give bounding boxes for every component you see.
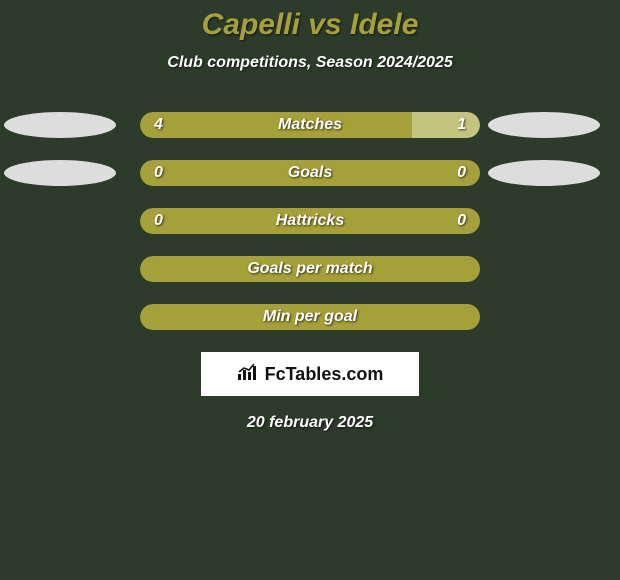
stat-bar: Hattricks0 0 bbox=[140, 208, 480, 234]
player-left-ellipse bbox=[4, 112, 116, 138]
stat-value-right: 0 bbox=[457, 160, 466, 186]
stat-row: Goals0 0 bbox=[0, 160, 620, 186]
player-right-ellipse bbox=[488, 160, 600, 186]
stat-label: Goals bbox=[140, 160, 480, 186]
stat-value-right: 1 bbox=[457, 112, 466, 138]
stat-value-left: 4 bbox=[154, 112, 163, 138]
logo-text: FcTables.com bbox=[265, 364, 384, 385]
stat-label: Matches bbox=[140, 112, 480, 138]
page-title: Capelli vs Idele bbox=[0, 8, 620, 42]
stat-value-left: 0 bbox=[154, 208, 163, 234]
subtitle: Club competitions, Season 2024/2025 bbox=[0, 54, 620, 72]
stat-bar: Goals0 0 bbox=[140, 160, 480, 186]
stat-bar: Matches4 1 bbox=[140, 112, 480, 138]
stat-row: Min per goal bbox=[0, 304, 620, 330]
chart-icon bbox=[237, 363, 259, 386]
stat-value-left: 0 bbox=[154, 160, 163, 186]
stat-value-right: 0 bbox=[457, 208, 466, 234]
stat-label: Goals per match bbox=[140, 256, 480, 282]
stat-row: Goals per match bbox=[0, 256, 620, 282]
stat-bar: Min per goal bbox=[140, 304, 480, 330]
stat-bar: Goals per match bbox=[140, 256, 480, 282]
stat-label: Hattricks bbox=[140, 208, 480, 234]
stat-rows: Matches41Goals00Hattricks00Goals per mat… bbox=[0, 112, 620, 330]
stat-row: Matches4 1 bbox=[0, 112, 620, 138]
player-right-ellipse bbox=[488, 112, 600, 138]
stat-row: Hattricks0 0 bbox=[0, 208, 620, 234]
logo: FcTables.com bbox=[237, 363, 384, 386]
stat-label: Min per goal bbox=[140, 304, 480, 330]
player-left-ellipse bbox=[4, 160, 116, 186]
comparison-infographic: Capelli vs Idele Club competitions, Seas… bbox=[0, 0, 620, 432]
logo-box: FcTables.com bbox=[201, 352, 419, 396]
date-line: 20 february 2025 bbox=[0, 414, 620, 432]
